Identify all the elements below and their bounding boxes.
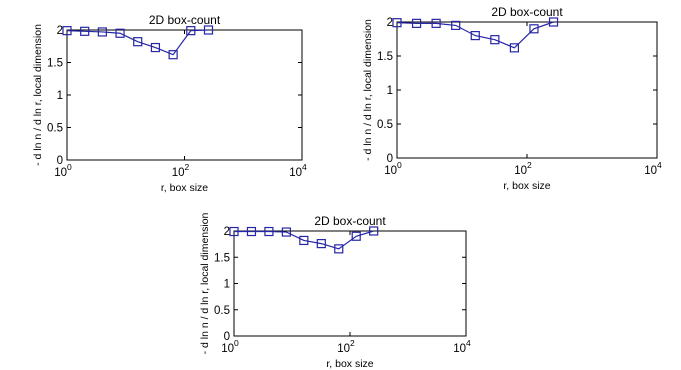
data-point-9 (203, 25, 214, 35)
chart-panel-2: 2D box-count 0 0.5 1 1.5 2 100 102 104 r, box siz… (362, 5, 662, 192)
data-point-9 (548, 17, 559, 27)
chart-title: 2D box-count (491, 5, 563, 19)
data-point-2 (411, 18, 422, 28)
data-point-8 (529, 24, 539, 34)
y-tick-label: 1.5 (377, 51, 393, 63)
series-line (66, 29, 209, 56)
data-point-2 (246, 226, 257, 237)
data-point-3 (431, 18, 441, 28)
data-point-3 (264, 226, 274, 237)
x-tick-label: 104 (289, 162, 307, 179)
y-axis-label: - d ln n / d ln r, local dimension (199, 212, 211, 354)
data-point-1 (62, 26, 72, 36)
data-point-1 (392, 18, 402, 28)
data-point-7 (334, 244, 344, 254)
y-axis-label: - d ln n / d ln r, local dimension (362, 19, 374, 161)
y-tick-label: 2 (224, 226, 230, 238)
y-tick-label: 0 (224, 331, 230, 343)
data-point-5 (470, 31, 480, 41)
y-tick-label: 0 (57, 155, 63, 167)
plot-area (66, 29, 303, 161)
y-tick-label: 1 (57, 90, 63, 102)
chart-panel-1: 2D box-count 0 0.5 1 1.5 2 100 102 104 r, box siz… (32, 13, 307, 194)
x-axis-label: r, box size (326, 358, 373, 370)
x-tick-label: 104 (644, 160, 662, 177)
y-tick-label: 2 (387, 17, 393, 29)
data-point-8 (186, 26, 196, 36)
data-point-6 (150, 42, 161, 53)
x-tick-label: 100 (54, 162, 72, 179)
data-point-4 (281, 227, 291, 237)
y-tick-label: 0.5 (377, 119, 393, 131)
plot-area (396, 21, 658, 159)
data-point-3 (97, 27, 107, 37)
data-point-9 (369, 226, 379, 236)
y-tick-label: 1 (224, 279, 230, 291)
x-tick-label: 100 (221, 338, 239, 355)
series-line (396, 21, 554, 49)
data-point-8 (351, 231, 361, 241)
x-tick-label: 100 (384, 160, 402, 177)
data-point-1 (229, 226, 239, 237)
series-line (234, 230, 374, 250)
y-axis-label: - d ln n / d ln r, local dimension (32, 24, 44, 166)
data-point-6 (490, 35, 500, 45)
chart-title: 2D box-count (314, 214, 386, 228)
y-tick-label: 0.5 (214, 305, 230, 317)
x-axis-label: r, box size (503, 180, 550, 192)
data-point-5 (299, 235, 309, 246)
chart-title: 2D box-count (149, 13, 221, 27)
y-tick-label: 1 (387, 85, 393, 97)
x-tick-label: 102 (514, 160, 532, 177)
data-point-4 (115, 28, 125, 38)
y-tick-label: 1.5 (214, 252, 230, 264)
chart-panel-3: 2D box-count 0 0.5 1 1.5 2 100 102 104 r, box siz… (199, 212, 471, 370)
x-tick-label: 104 (453, 338, 471, 355)
data-point-7 (509, 43, 520, 53)
plot-area (233, 230, 467, 337)
data-point-5 (133, 37, 143, 47)
y-tick-label: 2 (57, 25, 63, 37)
data-point-2 (80, 26, 90, 36)
y-tick-label: 0.5 (47, 123, 63, 135)
data-point-4 (451, 20, 461, 30)
x-tick-label: 102 (337, 338, 355, 355)
data-point-7 (168, 50, 178, 60)
y-tick-label: 0 (387, 153, 393, 165)
data-point-6 (316, 239, 326, 249)
x-tick-label: 102 (172, 162, 190, 179)
x-axis-label: r, box size (161, 182, 208, 194)
y-tick-label: 1.5 (47, 58, 63, 70)
